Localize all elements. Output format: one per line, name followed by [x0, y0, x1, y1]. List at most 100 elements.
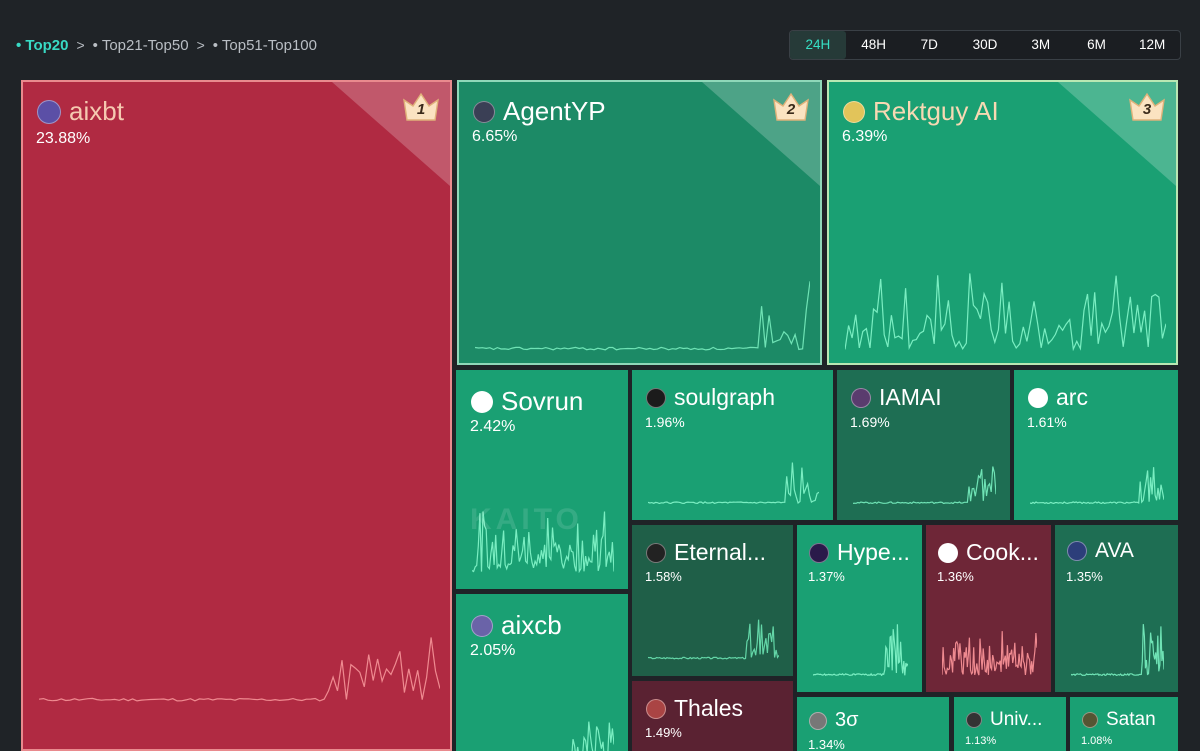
tile-name: Satan	[1106, 709, 1156, 730]
crown-icon: 1	[402, 92, 440, 122]
mindshare-sparkline	[472, 511, 614, 573]
tile-name: aixbt	[69, 96, 124, 126]
hype-logo-icon	[809, 542, 829, 563]
tile-percentage: 1.37%	[808, 569, 845, 584]
tile-agentyp[interactable]: 2 AgentYP 6.65%	[457, 80, 822, 365]
tile-soulgraph[interactable]: soulgraph 1.96%	[632, 370, 833, 520]
range-tab-3m[interactable]: 3M	[1031, 37, 1051, 52]
iamai-avatar-icon	[851, 387, 871, 408]
tile-percentage: 1.34%	[808, 737, 845, 751]
tile-header: Cook...	[938, 539, 1039, 566]
tile-header: Sovrun	[471, 386, 583, 417]
thales-avatar-icon	[646, 698, 666, 719]
mindshare-sparkline	[39, 637, 440, 702]
tile-rektguyai[interactable]: 3 Rektguy AI 6.39%	[827, 80, 1178, 365]
cook-logo-icon	[938, 542, 958, 563]
tile-header: Hype...	[809, 539, 910, 566]
tile-aixbt[interactable]: 1 aixbt 23.88%	[21, 80, 452, 751]
tile-3[interactable]: 3σ 1.34%	[797, 697, 949, 751]
tile-name: arc	[1056, 384, 1088, 410]
range-tab-30d[interactable]: 30D	[972, 37, 998, 52]
range-tab-12m[interactable]: 12M	[1139, 37, 1166, 52]
range-tab-48h[interactable]: 48H	[861, 37, 886, 52]
tile-eternal[interactable]: Eternal... 1.58%	[632, 525, 793, 676]
mindshare-sparkline	[1030, 466, 1164, 504]
tile-name: IAMAI	[879, 384, 942, 410]
mindshare-sparkline	[853, 465, 996, 504]
tile-header: AVA	[1067, 539, 1134, 563]
tile-percentage: 1.58%	[645, 569, 682, 584]
aixcb-logo-icon	[471, 614, 493, 637]
breadcrumb-top20[interactable]: • Top20	[16, 36, 69, 54]
range-tab-24h[interactable]: 24H	[790, 31, 846, 59]
mindshare-sparkline	[942, 630, 1037, 675]
tile-percentage: 1.69%	[850, 414, 890, 430]
tile-header: 3σ	[809, 709, 858, 732]
arc-logo-icon	[1028, 387, 1048, 408]
range-tab-6m[interactable]: 6M	[1087, 37, 1106, 52]
mindshare-sparkline	[813, 623, 908, 676]
tile-percentage: 1.49%	[645, 725, 682, 740]
tile-header: AgentYP	[473, 96, 606, 127]
tile-name: Eternal...	[674, 539, 767, 565]
agentyp-avatar-icon	[473, 100, 495, 123]
mindshare-sparkline	[648, 461, 819, 504]
tile-name: Hype...	[837, 539, 910, 565]
tile-univ[interactable]: Univ... 1.13%	[954, 697, 1066, 751]
tile-name: AgentYP	[503, 96, 606, 126]
tile-percentage: 1.96%	[645, 414, 685, 430]
tile-name: Thales	[674, 695, 744, 721]
tile-aixcb[interactable]: aixcb 2.05%	[456, 594, 628, 751]
satan-avatar-icon	[1082, 712, 1098, 728]
tile-header: aixbt	[37, 96, 124, 127]
tile-percentage: 1.13%	[965, 735, 997, 747]
chevron-right-icon: >	[196, 37, 205, 53]
eternal-logo-icon	[646, 542, 666, 563]
breadcrumb: • Top20 > • Top21-Top50 > • Top51-Top100	[16, 36, 317, 54]
univ-logo-icon	[966, 712, 982, 728]
tile-name: Sovrun	[501, 386, 584, 416]
tile-cook[interactable]: Cook... 1.36%	[926, 525, 1051, 692]
rektguy-avatar-icon	[843, 100, 865, 123]
crown-icon: 3	[1128, 92, 1166, 122]
rank-number: 1	[416, 101, 426, 118]
tile-sovrun[interactable]: Sovrun 2.42%	[456, 370, 628, 589]
tile-header: Satan	[1082, 709, 1156, 731]
tile-percentage: 6.65%	[472, 128, 518, 145]
breadcrumb-top21-top50[interactable]: • Top21-Top50	[92, 36, 189, 54]
tile-thales[interactable]: Thales 1.49%	[632, 681, 793, 751]
tile-hype[interactable]: Hype... 1.37%	[797, 525, 922, 692]
mindshare-sparkline	[475, 281, 810, 351]
mindshare-sparkline	[1071, 623, 1164, 676]
tile-iamai[interactable]: IAMAI 1.69%	[837, 370, 1010, 520]
tile-header: Univ...	[966, 709, 1042, 731]
breadcrumb-top51-top100[interactable]: • Top51-Top100	[212, 36, 317, 54]
tile-satan[interactable]: Satan 1.08%	[1070, 697, 1178, 751]
tile-arc[interactable]: arc 1.61%	[1014, 370, 1178, 520]
tile-percentage: 1.36%	[937, 569, 974, 584]
tile-name: Cook...	[966, 539, 1039, 565]
tile-header: Thales	[646, 695, 743, 722]
tile-ava[interactable]: AVA 1.35%	[1055, 525, 1178, 692]
tile-percentage: 1.35%	[1066, 569, 1103, 584]
crown-icon: 2	[772, 92, 810, 122]
tile-percentage: 23.88%	[36, 130, 91, 147]
tile-header: IAMAI	[851, 384, 942, 411]
tile-name: Univ...	[990, 709, 1043, 730]
tile-name: soulgraph	[674, 384, 776, 410]
rank-number: 3	[1142, 101, 1152, 118]
range-tab-7d[interactable]: 7D	[920, 37, 938, 52]
time-range-selector: 24H 48H 7D 30D 3M 6M 12M	[789, 30, 1181, 60]
tile-percentage: 2.42%	[470, 418, 516, 435]
3sigma-avatar-icon	[809, 711, 827, 730]
rank-number: 2	[786, 101, 796, 118]
tile-header: aixcb	[471, 610, 562, 641]
ava-avatar-icon	[1067, 541, 1087, 561]
mindshare-sparkline	[845, 273, 1166, 351]
soulgraph-logo-icon	[646, 387, 666, 408]
tile-name: aixcb	[501, 610, 562, 640]
tile-percentage: 1.61%	[1027, 414, 1067, 430]
aixbt-avatar-icon	[37, 99, 61, 124]
tile-percentage: 1.08%	[1081, 735, 1113, 747]
tile-percentage: 6.39%	[842, 128, 888, 145]
